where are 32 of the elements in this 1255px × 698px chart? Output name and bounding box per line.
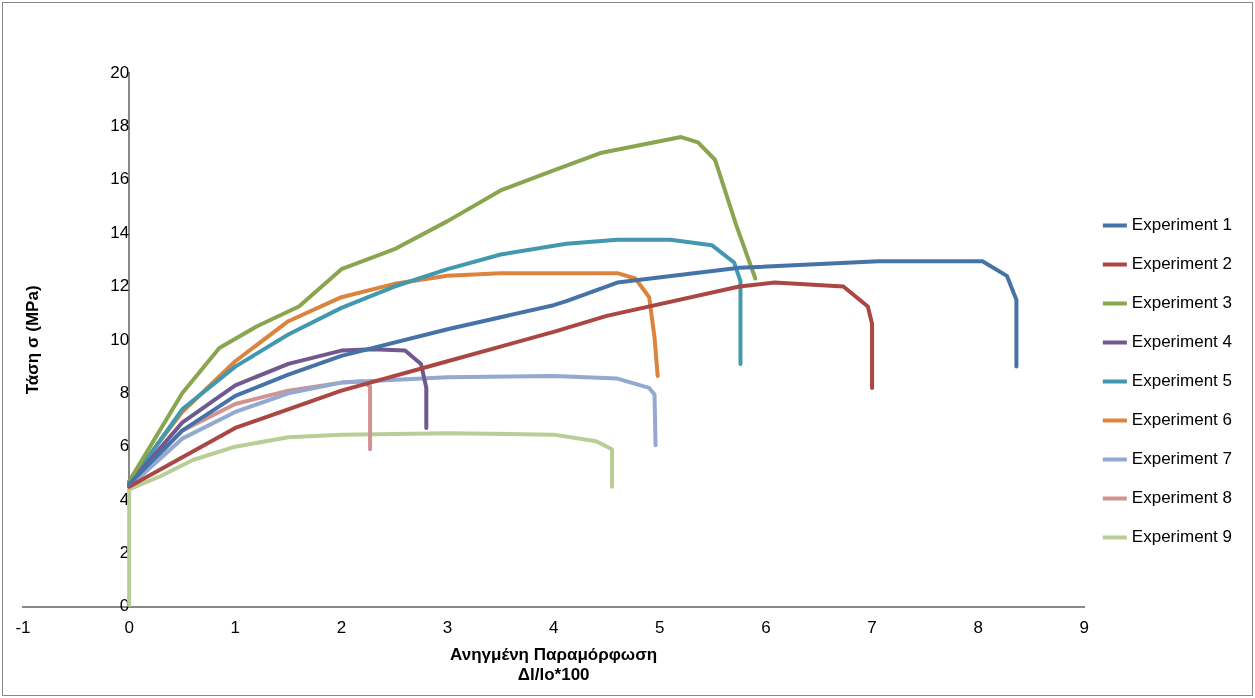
- x-tick-label: 6: [761, 617, 771, 637]
- y-tick-label: 20: [110, 62, 130, 82]
- x-tick-label: 4: [548, 617, 559, 637]
- x-tick-label: 9: [1079, 617, 1090, 637]
- x-axis-title: Ανηγμένη Παραμόρφωση Δl/lo*100: [450, 645, 658, 685]
- legend-label: Experiment 3: [1131, 293, 1233, 313]
- legend-label: Experiment 8: [1131, 488, 1233, 508]
- x-tick-label: 8: [973, 617, 983, 637]
- y-tick-label: 14: [110, 222, 130, 242]
- y-tick-label: 4: [119, 489, 130, 509]
- legend-label: Experiment 1: [1131, 215, 1233, 235]
- y-tick-label: 2: [119, 543, 130, 563]
- legend-label: Experiment 2: [1131, 254, 1233, 274]
- y-tick-label: 6: [119, 436, 130, 456]
- y-tick-label: 18: [110, 116, 130, 136]
- y-tick-label: 16: [110, 169, 130, 189]
- x-tick-label: 7: [867, 617, 877, 637]
- legend-label: Experiment 4: [1131, 332, 1233, 352]
- y-tick-label: 10: [110, 329, 130, 349]
- y-axis-title: Τάση σ (MPa): [22, 285, 42, 395]
- x-tick-label: 2: [336, 617, 347, 637]
- legend-label: Experiment 9: [1131, 527, 1233, 547]
- x-tick-label: 5: [655, 617, 665, 637]
- y-tick-label: 12: [110, 276, 130, 296]
- y-tick-label: 8: [119, 382, 130, 402]
- y-tick-label: 0: [119, 596, 130, 616]
- x-tick-label: -1: [15, 617, 31, 637]
- legend-label: Experiment 7: [1131, 449, 1233, 469]
- x-tick-label: 1: [230, 617, 240, 637]
- x-tick-label: 3: [442, 617, 453, 637]
- legend-label: Experiment 5: [1131, 371, 1233, 391]
- legend-label: Experiment 6: [1131, 410, 1233, 430]
